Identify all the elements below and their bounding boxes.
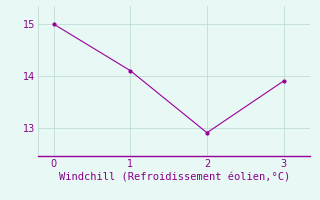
X-axis label: Windchill (Refroidissement éolien,°C): Windchill (Refroidissement éolien,°C) <box>59 173 290 183</box>
